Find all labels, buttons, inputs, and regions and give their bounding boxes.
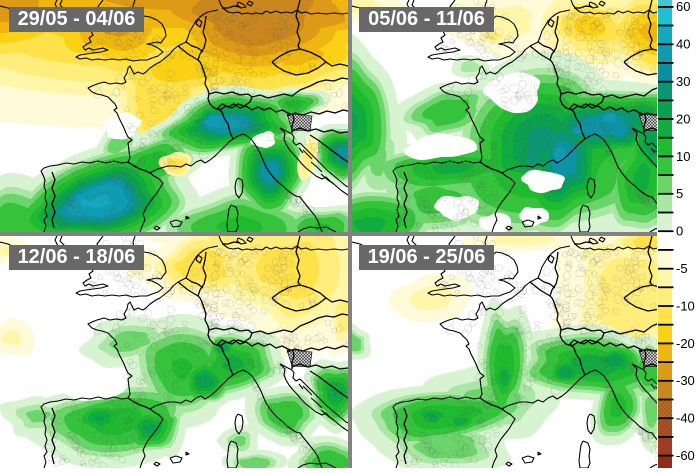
svg-text:30: 30 (676, 74, 690, 89)
svg-text:-60: -60 (676, 448, 695, 463)
svg-text:5: 5 (676, 186, 683, 201)
svg-text:60: 60 (676, 0, 690, 14)
svg-text:-5: -5 (676, 261, 688, 276)
svg-text:0: 0 (676, 224, 683, 239)
svg-text:-10: -10 (676, 298, 695, 313)
svg-text:-20: -20 (676, 336, 695, 351)
svg-text:10: 10 (676, 149, 690, 164)
svg-text:-40: -40 (676, 411, 695, 426)
svg-text:20: 20 (676, 111, 690, 126)
svg-text:-30: -30 (676, 373, 695, 388)
svg-text:40: 40 (676, 37, 690, 52)
